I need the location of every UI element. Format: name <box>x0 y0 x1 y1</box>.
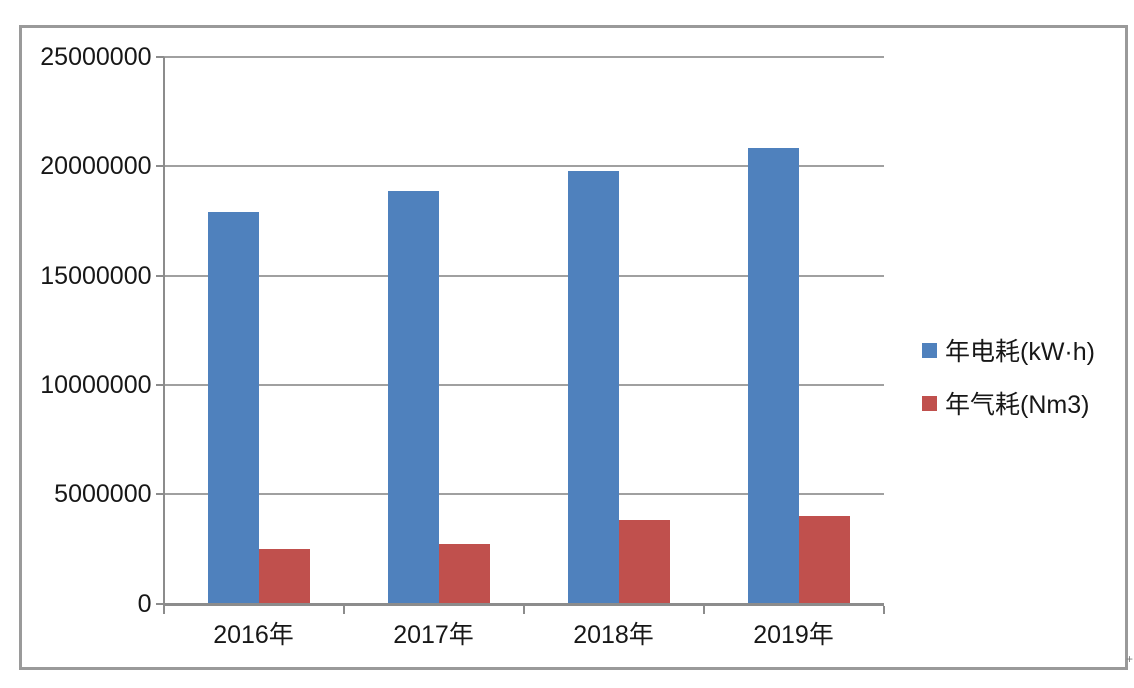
bar-gas-2017年 <box>438 544 490 604</box>
y-axis-tick-label: 5000000 <box>54 480 152 509</box>
y-axis-tick-label: 10000000 <box>40 370 152 399</box>
legend-label-electricity: 年电耗(kW·h) <box>945 338 1095 366</box>
bar-gas-2019年 <box>798 516 850 604</box>
legend-swatch-red-icon <box>922 395 937 411</box>
y-axis-tick-label: 25000000 <box>40 43 152 71</box>
y-axis-tick <box>155 493 164 496</box>
y-axis-tick <box>155 383 164 386</box>
bar-electricity-2018年 <box>567 170 619 604</box>
y-gridline <box>163 383 884 386</box>
y-gridline <box>163 165 884 168</box>
legend-swatch-blue-icon <box>922 342 937 358</box>
y-axis-tick <box>155 274 164 277</box>
y-axis-tick <box>155 56 164 58</box>
bar-electricity-2019年 <box>747 147 799 604</box>
x-axis-line <box>163 602 884 606</box>
x-axis-category-label: 2017年 <box>393 620 474 649</box>
x-axis-category-label: 2016年 <box>213 620 294 649</box>
bar-gas-2016年 <box>258 548 310 604</box>
bar-electricity-2017年 <box>387 191 439 604</box>
y-axis-line <box>162 57 165 606</box>
legend-label-gas: 年气耗(Nm3) <box>945 391 1090 419</box>
y-axis-tick-label: 20000000 <box>40 152 152 181</box>
bar-electricity-2016年 <box>207 212 259 604</box>
y-gridline <box>163 274 884 277</box>
y-axis-tick-label: 0 <box>137 589 152 618</box>
x-axis-tick <box>882 605 885 614</box>
x-axis-tick <box>702 605 705 614</box>
y-gridline <box>163 56 884 58</box>
legend-item-gas: 年气耗(Nm3) <box>922 389 1089 419</box>
chart-outer-border <box>19 25 1128 670</box>
stray-mark: + <box>1126 652 1134 666</box>
legend-item-electricity: 年电耗(kW·h) <box>922 336 1095 366</box>
y-axis-tick <box>155 602 164 605</box>
y-gridline <box>163 493 884 496</box>
x-axis-tick <box>522 605 525 614</box>
x-axis-category-label: 2018年 <box>573 620 654 649</box>
bar-gas-2018年 <box>618 520 670 604</box>
x-axis-tick <box>342 605 345 614</box>
y-axis-tick <box>155 165 164 168</box>
y-axis-tick-label: 15000000 <box>40 261 152 290</box>
x-axis-category-label: 2019年 <box>753 620 834 649</box>
x-axis-tick <box>162 605 165 614</box>
